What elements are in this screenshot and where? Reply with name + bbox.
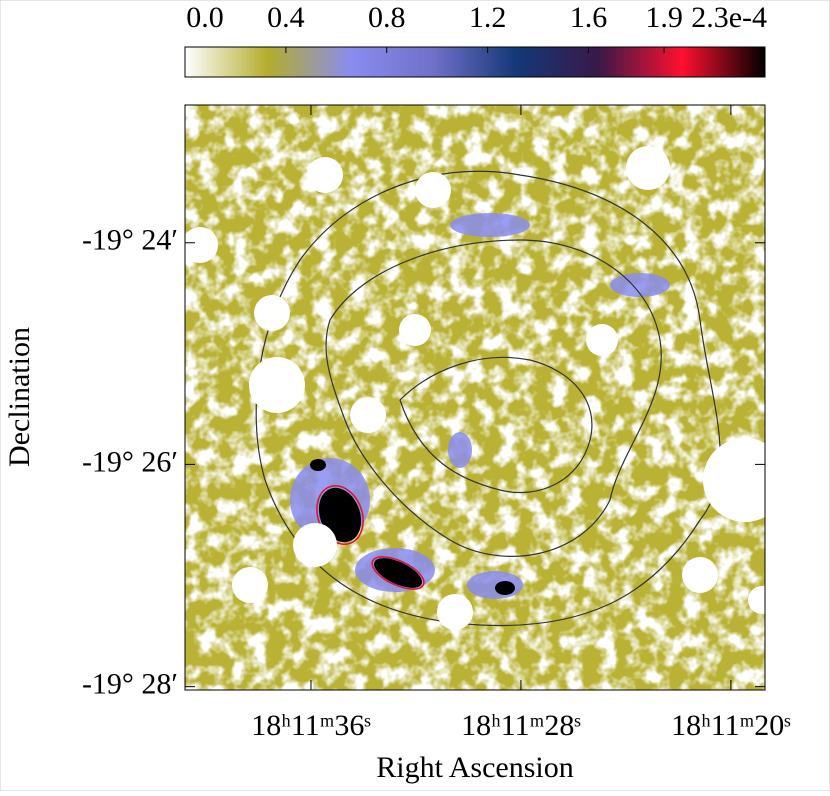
- y-tick-label: -19° 28′: [82, 668, 178, 701]
- colorbar-tick-label: 1.6: [570, 1, 608, 34]
- x-tick-label: 18ʰ11ᵐ20ˢ: [671, 709, 791, 742]
- colorbar-tick-label: 0.4: [267, 1, 305, 34]
- image: [185, 105, 765, 690]
- y-tick-label: -19° 26′: [82, 445, 178, 478]
- x-tick-label: 18ʰ11ᵐ36ˢ: [251, 709, 371, 742]
- colorbar-tick-label: 2.3e-4: [691, 1, 767, 34]
- colorbar-tick-label: 0.0: [186, 1, 224, 34]
- colorbar-tick-label: 1.9: [645, 1, 683, 34]
- x-axis-label: Right Ascension: [376, 751, 574, 784]
- colorbar: [184, 46, 766, 78]
- y-tick-label: -19° 24′: [82, 224, 178, 257]
- y-axis-label: Declination: [3, 327, 36, 467]
- colorbar-tick-label: 0.8: [368, 1, 406, 34]
- image-border: [184, 104, 766, 691]
- x-tick-label: 18ʰ11ᵐ28ˢ: [461, 709, 581, 742]
- colorbar-tick-label: 1.2: [469, 1, 507, 34]
